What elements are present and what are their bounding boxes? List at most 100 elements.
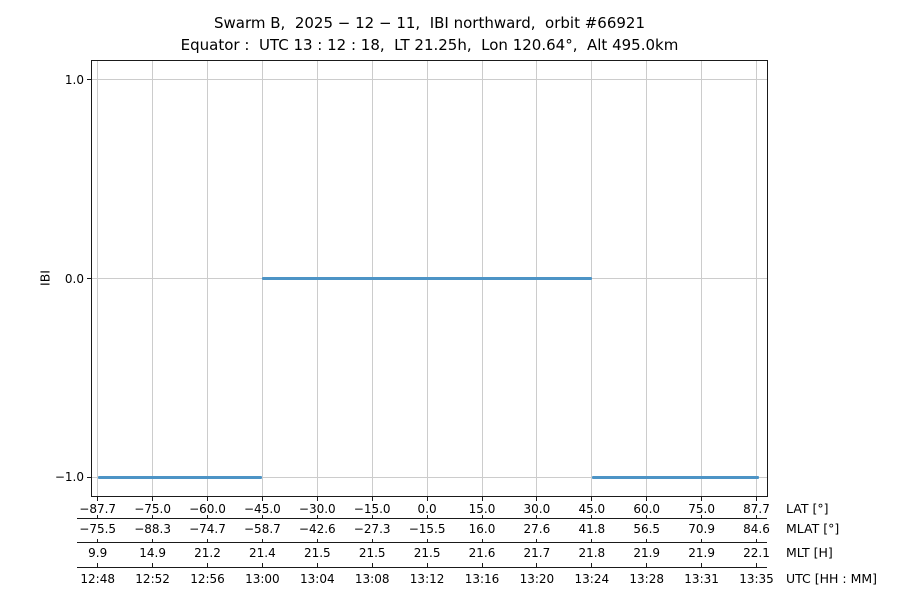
x-axis-row-tick	[261, 538, 263, 543]
x-axis-row-tick	[207, 563, 208, 567]
x-tick-label-mlat: 41.8	[578, 521, 606, 536]
x-tick-mark	[646, 497, 648, 501]
x-tick-label-utc: 13:16	[464, 572, 500, 586]
x-axis-row-tick	[97, 563, 99, 567]
x-tick-label-mlt: 21.7	[523, 545, 551, 560]
x-axis-row-tick	[97, 538, 99, 543]
x-tick-label-lat: −87.7	[79, 502, 117, 516]
x-tick-mark	[701, 497, 703, 501]
x-tick-label-lat: −30.0	[298, 502, 336, 516]
x-axis-row-tick	[152, 514, 154, 519]
x-axis-row-tick	[756, 538, 757, 543]
x-axis-row-tick	[316, 538, 318, 543]
x-tick-mark	[207, 497, 208, 501]
x-axis-row-tick	[701, 563, 703, 567]
x-tick-label-utc: 13:31	[684, 572, 719, 586]
x-tick-label-utc: 13:24	[574, 572, 610, 586]
x-axis-row-tick	[152, 538, 154, 543]
chart-title: Swarm B, 2025 − 12 − 11, IBI northward, …	[213, 14, 646, 32]
x-tick-mark	[97, 497, 99, 501]
x-tick-label-mlt: 21.5	[358, 545, 386, 560]
x-tick-mark	[426, 497, 428, 501]
x-tick-label-utc: 13:20	[519, 572, 555, 586]
x-tick-label-mlat: −27.3	[353, 521, 391, 536]
x-axis-row-tick	[536, 563, 538, 567]
chart-subtitle: Equator : UTC 13 : 12 : 18, LT 21.25h, L…	[180, 36, 679, 54]
x-axis-row-tick	[591, 514, 593, 519]
x-tick-label-lat: 30.0	[523, 502, 551, 516]
x-tick-label-mlat: −15.5	[408, 521, 446, 536]
x-tick-label-lat: 60.0	[633, 502, 661, 516]
x-axis-row-tick	[371, 514, 373, 519]
x-axis-row-tick	[426, 563, 428, 567]
y-tick-label: 1.0	[64, 72, 84, 87]
x-axis-row-tick	[481, 514, 483, 519]
ibi-line-segment	[262, 277, 592, 280]
x-tick-label-mlt: 9.9	[88, 545, 108, 560]
x-axis-row-tick	[316, 563, 318, 567]
x-tick-label-mlat: −75.5	[79, 521, 117, 536]
x-tick-label-utc: 13:12	[409, 572, 445, 586]
x-tick-label-mlt: 21.9	[688, 545, 715, 560]
x-tick-mark	[261, 497, 263, 501]
x-axis-name-mlt: MLT [H]	[786, 544, 833, 560]
y-tick-label: 0.0	[64, 271, 84, 286]
x-axis-row-tick	[756, 563, 757, 567]
y-tick-mark	[87, 79, 91, 81]
x-axis-row-tick	[756, 514, 757, 519]
x-axis-row-line	[77, 518, 767, 519]
x-tick-label-utc: 13:04	[300, 572, 335, 586]
x-axis-row-tick	[591, 538, 593, 543]
x-tick-label-utc: 13:35	[739, 572, 774, 586]
x-tick-mark	[371, 497, 373, 501]
x-tick-label-lat: 75.0	[688, 502, 715, 516]
x-tick-label-mlat: −58.7	[244, 521, 281, 536]
x-axis-row-tick	[207, 538, 208, 543]
x-axis-name-utc: UTC [HH : MM]	[786, 571, 878, 586]
x-axis-row-line	[77, 542, 767, 543]
ibi-line-segment	[97, 475, 263, 479]
x-tick-label-mlat: 70.9	[688, 521, 715, 536]
x-axis-row-tick	[261, 563, 263, 567]
x-axis-row-tick	[536, 514, 538, 519]
x-tick-mark	[591, 497, 593, 501]
x-tick-label-mlt: 21.4	[249, 545, 276, 560]
plot-area	[91, 60, 768, 497]
x-tick-mark	[536, 497, 538, 501]
x-tick-label-lat: 87.7	[743, 502, 770, 516]
x-tick-label-lat: −60.0	[189, 502, 226, 516]
x-tick-label-mlt: 21.5	[303, 545, 331, 560]
x-tick-label-mlat: −88.3	[134, 521, 171, 536]
x-tick-label-mlt: 14.9	[139, 545, 166, 560]
x-axis-row-tick	[426, 538, 428, 543]
x-axis-row-tick	[591, 563, 593, 567]
x-tick-label-utc: 12:52	[135, 572, 170, 586]
x-axis-row-tick	[646, 514, 648, 519]
x-axis-row-tick	[152, 563, 154, 567]
x-tick-label-utc: 13:08	[354, 572, 390, 586]
ibi-line-segment	[591, 475, 760, 479]
x-axis-row-tick	[701, 538, 703, 543]
x-tick-label-mlat: −42.6	[298, 521, 336, 536]
y-tick-mark	[87, 277, 91, 280]
x-tick-label-lat: 0.0	[417, 502, 437, 516]
x-tick-label-mlat: 84.6	[743, 521, 770, 536]
x-tick-label-mlt: 21.8	[578, 545, 606, 560]
x-tick-mark	[316, 497, 318, 501]
x-tick-mark	[152, 497, 154, 501]
x-tick-label-mlt: 22.1	[743, 545, 770, 560]
x-axis-row-tick	[97, 514, 99, 519]
x-tick-label-utc: 12:56	[190, 572, 225, 586]
x-axis-row-tick	[426, 514, 428, 519]
x-tick-label-mlt: 21.5	[413, 545, 441, 560]
x-axis-row-tick	[646, 563, 648, 567]
x-tick-label-mlat: 16.0	[468, 521, 496, 536]
x-axis-row-tick	[316, 514, 318, 519]
x-tick-label-mlt: 21.9	[633, 545, 661, 560]
x-tick-label-utc: 13:28	[629, 572, 664, 586]
x-tick-mark	[481, 497, 483, 501]
x-axis-row-tick	[701, 514, 703, 519]
x-tick-label-lat: −45.0	[244, 502, 281, 516]
x-axis-row-tick	[207, 514, 208, 519]
